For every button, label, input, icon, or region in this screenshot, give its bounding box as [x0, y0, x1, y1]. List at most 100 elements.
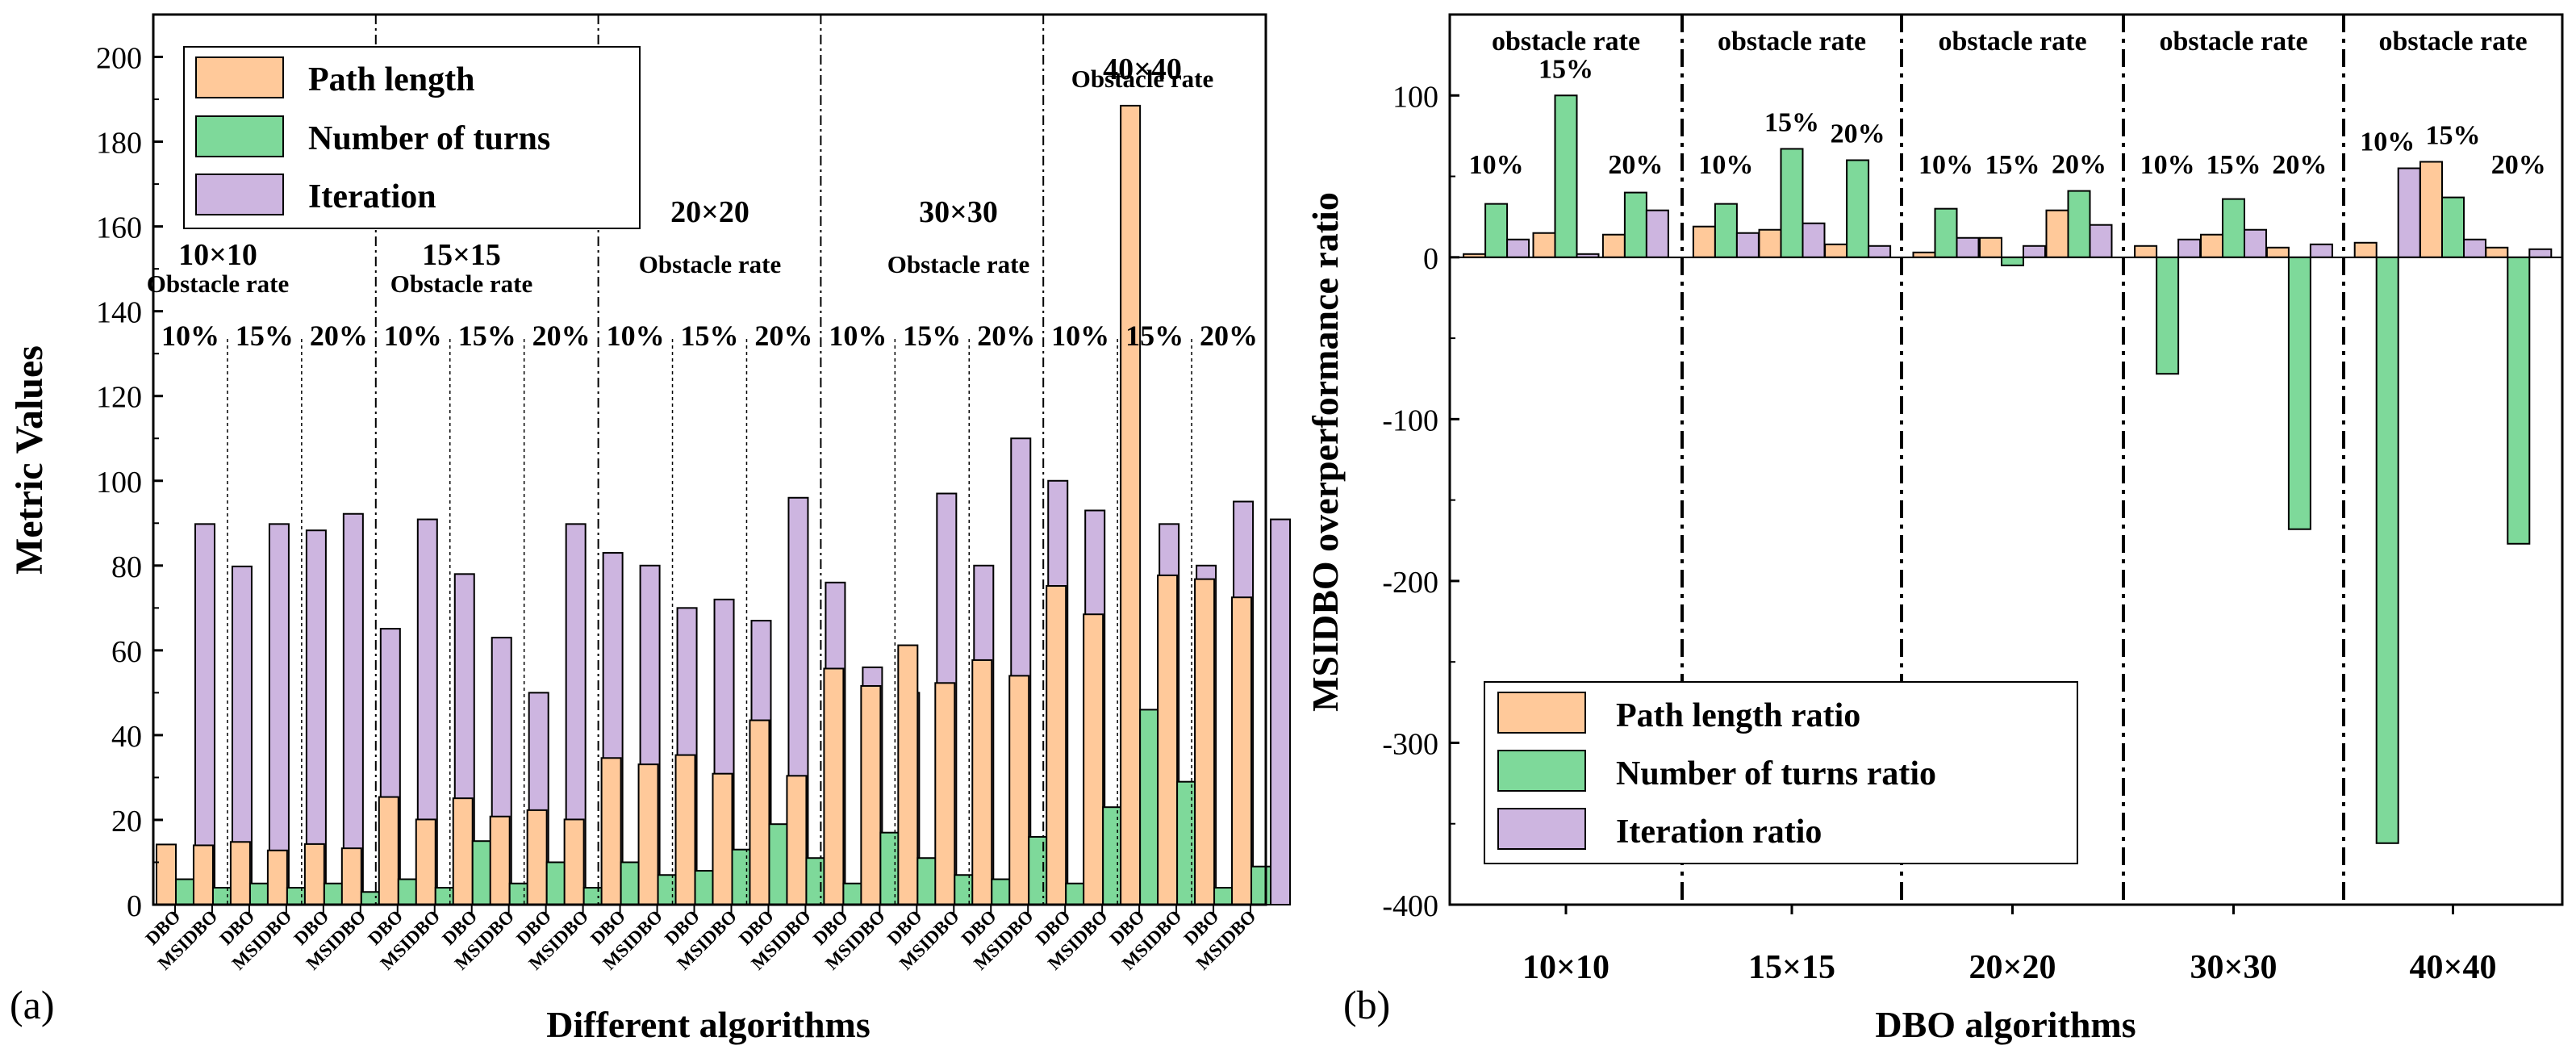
- bar-b-iteration-ratio-1: [1506, 238, 1530, 258]
- bar-a-number-of-turns-1: [175, 878, 196, 906]
- panel-a-y-axis-title: Metric Values: [8, 345, 51, 575]
- bar-b-number-of-turns-ratio-8: [2001, 256, 2024, 266]
- bar-a-path-length-15: [674, 754, 696, 905]
- legend-swatch-number-of-turns: [195, 115, 284, 157]
- legend-swatch-iteration: [195, 174, 284, 215]
- bar-a-number-of-turns-22: [954, 874, 975, 905]
- y-tick-label: -300: [1382, 727, 1438, 761]
- rate-label: 15%: [1764, 107, 1819, 137]
- bar-a-path-length-21: [897, 644, 919, 905]
- rate-label: 10%: [2360, 128, 2415, 157]
- legend-label-number-of-turns: Number of turns: [308, 120, 550, 157]
- bar-a-number-of-turns-24: [1028, 835, 1050, 906]
- bar-b-iteration-ratio-11: [2244, 228, 2267, 258]
- rate-label: 20%: [1831, 119, 1885, 148]
- bar-a-number-of-turns-28: [1176, 780, 1198, 906]
- rate-label: 10%: [384, 320, 442, 352]
- x-tick-label: 30×30: [2190, 949, 2277, 986]
- bar-a-number-of-turns-18: [805, 857, 827, 905]
- panel-b-annotations: obstacle rate obstacle rate obstacle rate o…: [1469, 27, 2546, 180]
- bar-a-number-of-turns-12: [582, 886, 604, 906]
- bar-a-path-length-19: [823, 667, 845, 905]
- panel-a-label: (a): [10, 982, 55, 1027]
- panel-b-x-axis: 10×10 15×15 20×20 30×30 40×40: [1522, 905, 2496, 986]
- bar-a-path-length-8: [415, 818, 436, 905]
- group-label: 10×10: [178, 238, 257, 272]
- bar-b-path-length-ratio-11: [2200, 233, 2223, 258]
- rate-label: 20%: [754, 320, 812, 352]
- panel-b-plot-frame: [1448, 13, 2564, 906]
- rate-label: 20%: [532, 320, 591, 352]
- bar-a-path-length-29: [1194, 578, 1216, 905]
- rate-label: 20%: [2052, 150, 2106, 180]
- rate-label: 15%: [458, 320, 516, 352]
- bar-b-number-of-turns-ratio-13: [2375, 256, 2399, 844]
- bar-b-path-length-ratio-6: [1824, 243, 1848, 258]
- x-tick-label: 20×20: [1969, 949, 2056, 986]
- bar-a-number-of-turns-7: [397, 878, 419, 906]
- bar-a-number-of-turns-21: [916, 857, 938, 905]
- bar-b-path-length-ratio-5: [1758, 228, 1782, 258]
- y-tick-label: 180: [96, 127, 142, 161]
- bar-a-path-length-2: [192, 844, 214, 906]
- y-tick-label: -100: [1382, 404, 1438, 437]
- y-tick-label: 40: [111, 720, 142, 754]
- bar-a-number-of-turns-30: [1250, 865, 1272, 905]
- bar-b-number-of-turns-ratio-5: [1780, 148, 1804, 258]
- legend-label-iteration: Iteration: [308, 178, 436, 215]
- bar-b-path-length-ratio-10: [2134, 245, 2158, 258]
- bar-a-path-length-17: [749, 719, 770, 905]
- rate-label: 10%: [1469, 150, 1524, 180]
- bar-b-iteration-ratio-15: [2528, 248, 2553, 258]
- bar-a-number-of-turns-17: [768, 823, 790, 906]
- bar-b-number-of-turns-ratio-9: [2067, 190, 2091, 258]
- bar-b-iteration-ratio-3: [1645, 209, 1669, 258]
- y-tick-label: 140: [96, 296, 142, 330]
- bar-a-path-length-30: [1231, 596, 1253, 905]
- rate-label: 15%: [2426, 120, 2481, 150]
- bar-b-iteration-ratio-4: [1735, 232, 1760, 258]
- bar-b-path-length-ratio-12: [2265, 246, 2290, 258]
- x-tick-label: 10×10: [1522, 949, 1609, 986]
- panel-b-bars: [1463, 94, 2553, 844]
- rate-label: 15%: [1985, 150, 2040, 180]
- y-tick-label: 200: [96, 42, 142, 76]
- group-header: obstacle rate: [1718, 27, 1866, 56]
- panel-a-plot-frame: [152, 13, 1267, 906]
- bar-a-path-length-10: [489, 815, 511, 906]
- bar-b-number-of-turns-ratio-12: [2287, 256, 2311, 530]
- bar-a-number-of-turns-13: [620, 861, 641, 906]
- group-header: obstacle rate: [2378, 27, 2527, 56]
- bar-a-path-length-1: [156, 843, 177, 905]
- y-tick-label: 60: [111, 635, 142, 669]
- bar-a-path-length-9: [452, 797, 474, 905]
- group-header: obstacle rate: [2159, 27, 2307, 56]
- bar-a-number-of-turns-3: [248, 882, 270, 905]
- bar-a-path-length-20: [860, 684, 882, 906]
- bar-a-number-of-turns-15: [694, 869, 716, 906]
- bar-a-path-length-18: [786, 775, 808, 906]
- rate-label: 15%: [1125, 320, 1184, 352]
- y-tick-label: 80: [111, 550, 142, 584]
- y-tick-label: -200: [1382, 566, 1438, 600]
- panel-b-label: (b): [1343, 982, 1390, 1027]
- bar-b-number-of-turns-ratio-10: [2156, 256, 2180, 375]
- y-tick-label: -400: [1382, 889, 1438, 923]
- bar-b-number-of-turns-ratio-1: [1484, 203, 1509, 258]
- panel-b-x-axis-title: DBO algorithms: [1875, 1004, 2136, 1045]
- bar-b-number-of-turns-ratio-7: [1934, 207, 1958, 258]
- legend-swatch-path-length: [195, 56, 284, 98]
- bar-a-number-of-turns-16: [731, 848, 753, 905]
- bar-b-path-length-ratio-9: [2045, 209, 2069, 258]
- bar-b-iteration-ratio-12: [2309, 243, 2333, 258]
- group-label: 40×40: [1103, 52, 1182, 86]
- panel-b-chart: -400 -300 -200 -100 0 100 10×10 15×15 20×20 30×3…: [1305, 13, 2564, 1045]
- bar-a-iteration-30: [1270, 518, 1292, 906]
- bar-a-number-of-turns-9: [471, 840, 493, 905]
- bar-b-path-length-ratio-3: [1601, 233, 1626, 258]
- panel-b-y-axis-title: MSIDBO overperformance ratio: [1305, 192, 1346, 712]
- bar-a-path-length-11: [526, 809, 548, 905]
- bar-a-number-of-turns-11: [545, 861, 567, 906]
